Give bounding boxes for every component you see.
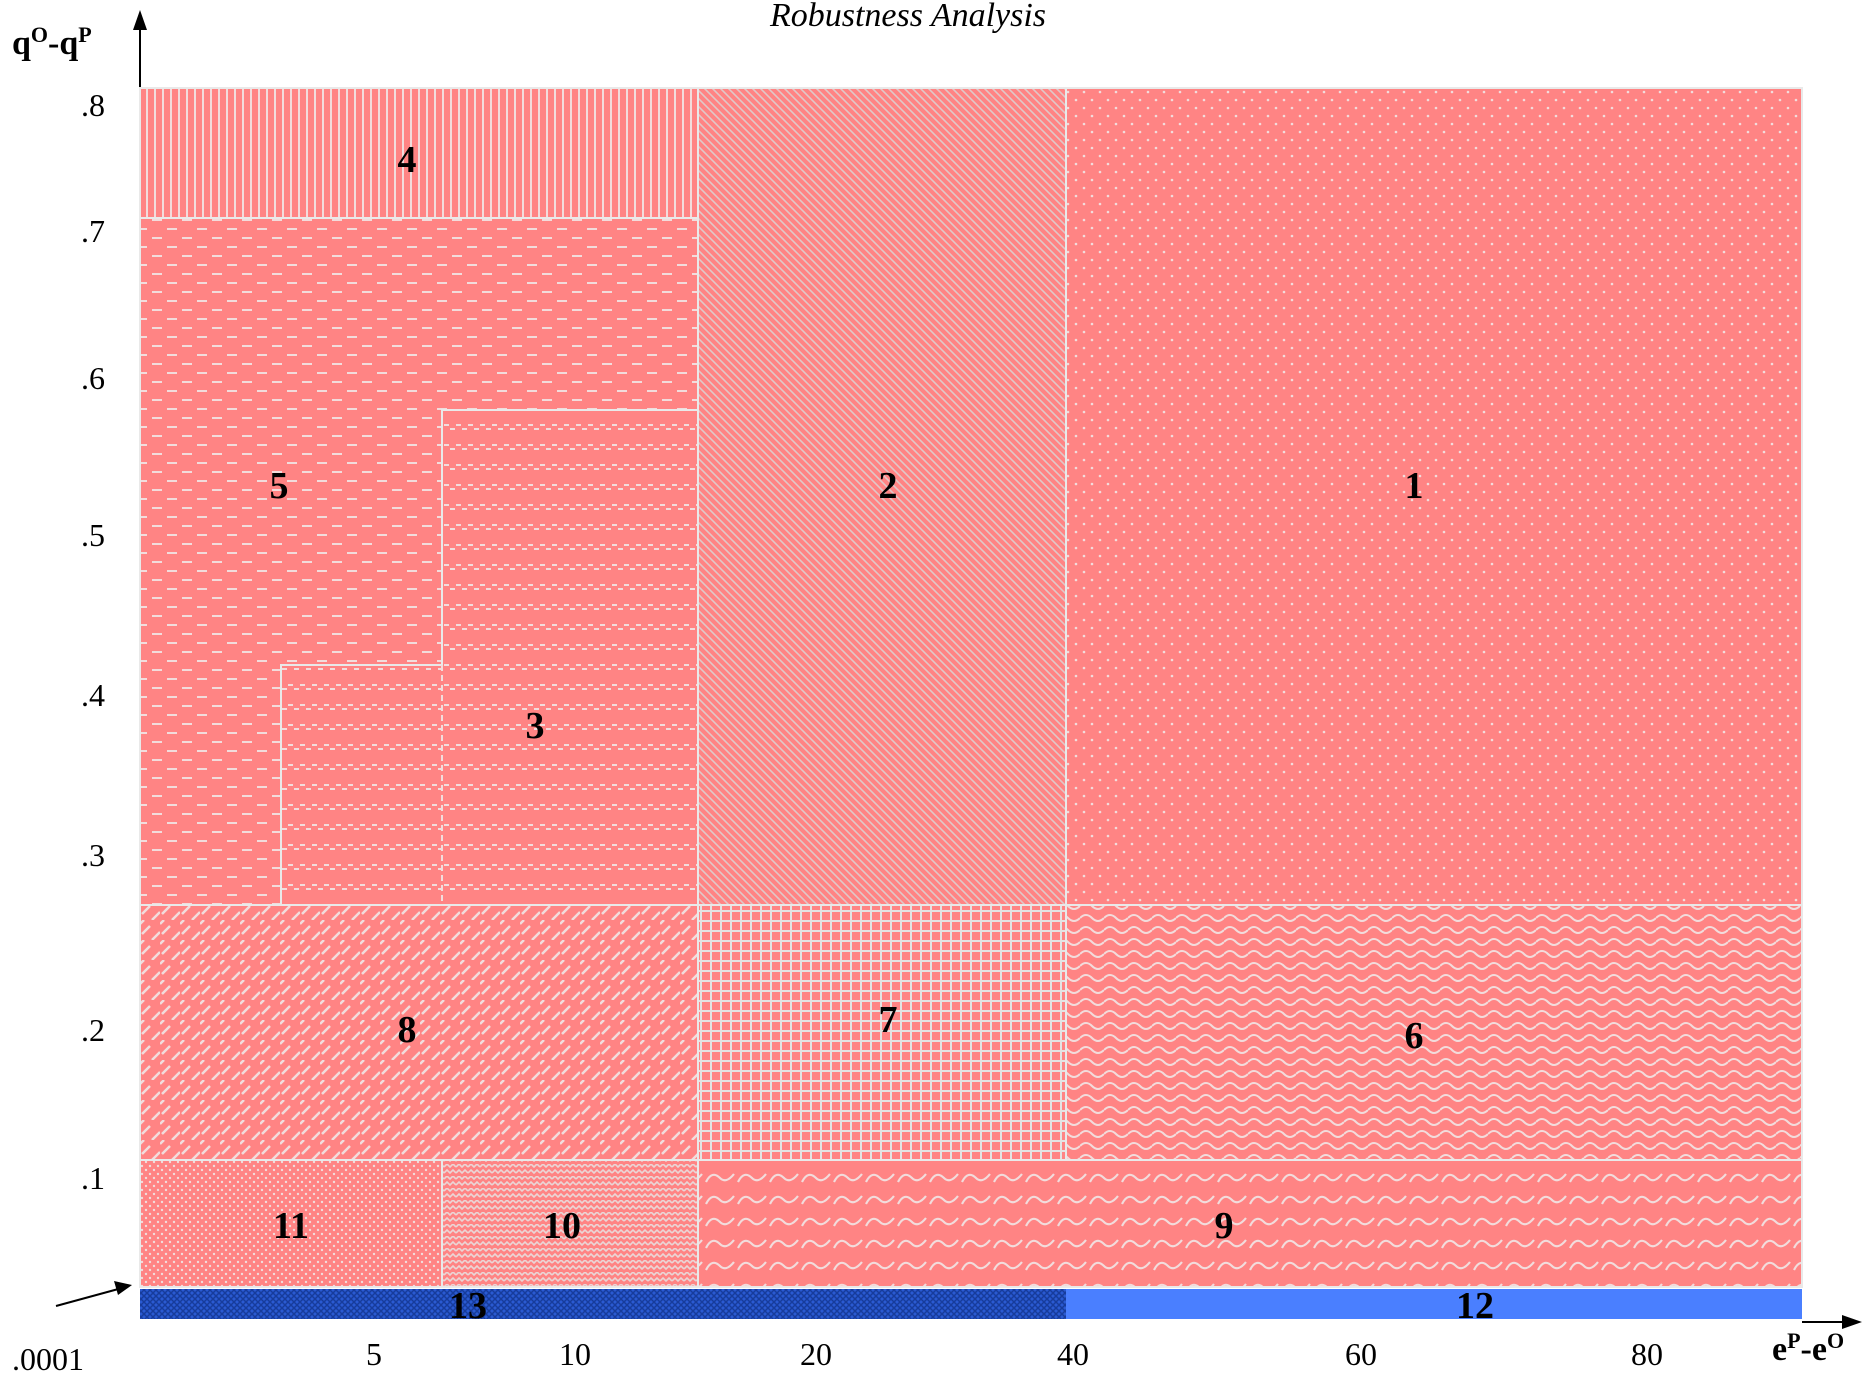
region-1 — [1065, 87, 1803, 906]
origin-pointer-arrow — [55, 1287, 123, 1307]
region-5-label: 5 — [270, 465, 289, 507]
x-tick-label: 20 — [800, 1336, 832, 1372]
region-6 — [1065, 904, 1803, 1161]
region-9-label: 9 — [1215, 1205, 1234, 1247]
region-8-label: 8 — [398, 1009, 417, 1051]
x-tick-label: 5 — [366, 1336, 382, 1372]
y-axis-label: qO-qP — [12, 22, 92, 62]
origin-label: .0001 — [12, 1341, 84, 1377]
region-3-label: 3 — [526, 705, 545, 747]
x-tick-label: 80 — [1631, 1336, 1663, 1372]
x-tick-label: 40 — [1057, 1336, 1089, 1372]
region-11 — [139, 1159, 443, 1288]
chart-title: Robustness Analysis — [769, 0, 1046, 34]
y-tick-label: .7 — [81, 213, 105, 249]
region-7-label: 7 — [879, 999, 898, 1041]
y-tick-label: .5 — [81, 517, 105, 553]
region-12-label: 12 — [1456, 1285, 1494, 1327]
x-tick-label: 60 — [1345, 1336, 1377, 1372]
region-10-label: 10 — [543, 1205, 581, 1247]
region-13 — [140, 1289, 1066, 1319]
y-tick-label: .2 — [81, 1012, 105, 1048]
region-10 — [441, 1159, 699, 1288]
x-tick-label: 10 — [559, 1336, 591, 1372]
region-2-label: 2 — [879, 465, 898, 507]
x-axis-label: eP-eO — [1772, 1328, 1844, 1368]
region-9 — [697, 1159, 1803, 1288]
y-axis-arrowhead — [133, 10, 147, 30]
x-axis-arrowhead — [1842, 1315, 1862, 1329]
y-tick-label: .6 — [81, 360, 105, 396]
region-12 — [1066, 1289, 1802, 1319]
y-tick-label: .1 — [81, 1160, 105, 1196]
region-2 — [697, 87, 1067, 906]
y-tick-label: .3 — [81, 837, 105, 873]
y-tick-label: .4 — [81, 677, 105, 713]
region-11-label: 11 — [273, 1205, 309, 1247]
region-8 — [139, 904, 699, 1161]
region-7 — [697, 904, 1067, 1161]
region-4-label: 4 — [398, 139, 417, 181]
y-tick-label: .8 — [81, 87, 105, 123]
region-13-label: 13 — [449, 1285, 487, 1327]
origin-pointer-arrowhead — [114, 1281, 132, 1295]
region-1-label: 1 — [1405, 465, 1424, 507]
region-4 — [139, 87, 699, 219]
region-6-label: 6 — [1405, 1015, 1424, 1057]
